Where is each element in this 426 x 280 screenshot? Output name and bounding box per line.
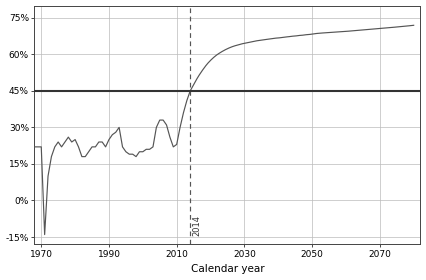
Text: 2014: 2014 (192, 215, 201, 236)
X-axis label: Calendar year: Calendar year (191, 264, 264, 274)
